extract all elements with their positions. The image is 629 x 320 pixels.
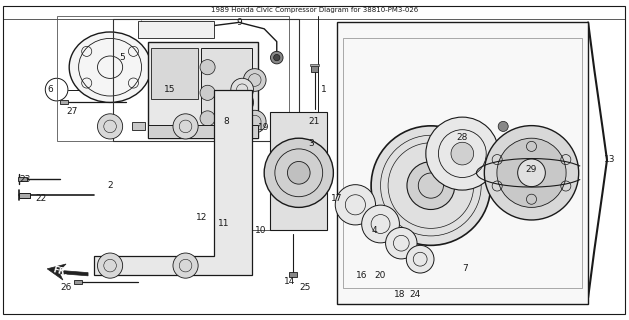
- Ellipse shape: [362, 205, 399, 243]
- Ellipse shape: [407, 162, 455, 210]
- Ellipse shape: [69, 32, 151, 102]
- Bar: [74, 280, 82, 284]
- Text: 13: 13: [604, 156, 616, 164]
- Text: 26: 26: [60, 284, 72, 292]
- Text: 20: 20: [375, 271, 386, 280]
- Text: 16: 16: [356, 271, 367, 280]
- Ellipse shape: [497, 138, 566, 207]
- Text: 7: 7: [462, 264, 469, 273]
- Ellipse shape: [518, 159, 545, 187]
- Text: 3: 3: [308, 140, 314, 148]
- Text: 22: 22: [35, 194, 47, 203]
- Bar: [343, 38, 582, 288]
- Ellipse shape: [264, 138, 333, 207]
- Ellipse shape: [287, 162, 310, 184]
- Bar: [201, 48, 252, 122]
- Text: FR.: FR.: [52, 265, 70, 278]
- Bar: [310, 64, 319, 66]
- Text: 4: 4: [372, 226, 377, 235]
- Ellipse shape: [97, 253, 123, 278]
- Text: 27: 27: [67, 108, 78, 116]
- Ellipse shape: [231, 91, 253, 114]
- Bar: [337, 22, 588, 304]
- Text: 1989 Honda Civic Compressor Diagram for 38810-PM3-026: 1989 Honda Civic Compressor Diagram for …: [211, 7, 418, 12]
- Bar: [18, 177, 27, 181]
- Bar: [214, 205, 239, 218]
- Ellipse shape: [231, 78, 253, 101]
- Bar: [151, 48, 198, 99]
- Ellipse shape: [243, 110, 266, 133]
- Ellipse shape: [173, 114, 198, 139]
- Text: 18: 18: [394, 290, 405, 299]
- Ellipse shape: [270, 51, 283, 64]
- Text: 6: 6: [47, 85, 53, 94]
- Bar: [19, 193, 30, 198]
- Text: 12: 12: [196, 213, 207, 222]
- Ellipse shape: [498, 121, 508, 132]
- Ellipse shape: [243, 69, 266, 91]
- Text: 11: 11: [218, 220, 229, 228]
- Ellipse shape: [200, 85, 215, 100]
- Text: 24: 24: [409, 290, 421, 299]
- Text: 10: 10: [255, 226, 267, 235]
- Ellipse shape: [200, 60, 215, 75]
- Ellipse shape: [335, 185, 376, 225]
- Text: 2: 2: [108, 181, 113, 190]
- Text: 28: 28: [457, 133, 468, 142]
- Bar: [289, 272, 297, 277]
- Ellipse shape: [274, 54, 280, 61]
- Ellipse shape: [200, 111, 215, 126]
- Text: 21: 21: [309, 117, 320, 126]
- Ellipse shape: [451, 142, 474, 165]
- Text: 25: 25: [299, 284, 311, 292]
- Text: 9: 9: [236, 18, 242, 27]
- Polygon shape: [94, 90, 252, 275]
- Text: 23: 23: [19, 175, 31, 184]
- Ellipse shape: [484, 126, 579, 220]
- Bar: [132, 122, 145, 130]
- Polygon shape: [270, 112, 327, 230]
- Bar: [148, 42, 258, 138]
- Ellipse shape: [97, 114, 123, 139]
- Ellipse shape: [406, 245, 434, 273]
- Ellipse shape: [386, 228, 417, 259]
- Text: 15: 15: [164, 85, 175, 94]
- Bar: [148, 125, 258, 138]
- Text: 5: 5: [120, 53, 126, 62]
- Text: 8: 8: [223, 117, 230, 126]
- Text: 19: 19: [259, 124, 270, 132]
- Text: 17: 17: [331, 194, 342, 203]
- Bar: [138, 21, 214, 38]
- Ellipse shape: [371, 126, 491, 245]
- Ellipse shape: [426, 117, 499, 190]
- Bar: [60, 100, 68, 104]
- Bar: [311, 66, 318, 72]
- Text: 14: 14: [284, 277, 295, 286]
- Text: 1: 1: [321, 85, 327, 94]
- Text: 29: 29: [526, 165, 537, 174]
- Polygon shape: [47, 264, 88, 280]
- Ellipse shape: [173, 253, 198, 278]
- Bar: [214, 198, 252, 224]
